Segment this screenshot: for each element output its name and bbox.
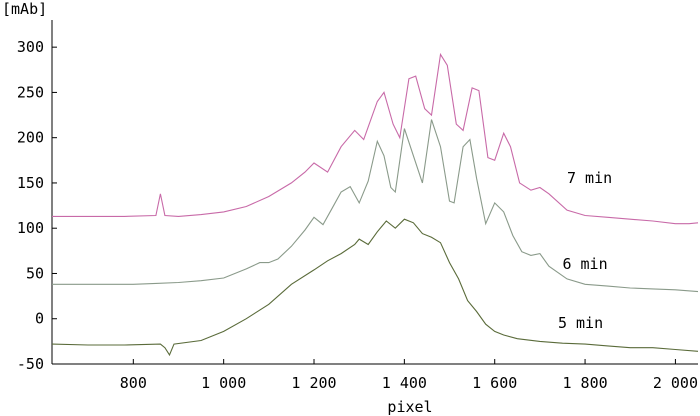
y-tick-label: 0 [35, 310, 44, 328]
series-line [51, 218, 699, 357]
y-tick-label: 100 [17, 219, 44, 237]
x-axis-label: pixel [387, 398, 432, 416]
x-tick-label: 1 200 [291, 374, 336, 392]
x-tick-label: 1 000 [201, 374, 246, 392]
x-tick-label: 800 [120, 374, 147, 392]
series-line [52, 119, 699, 293]
y-unit-label: [mAb] [2, 0, 47, 18]
x-tick-label: 1 400 [382, 374, 427, 392]
x-tick-label: 1 600 [472, 374, 517, 392]
y-tick-label: 250 [17, 83, 44, 101]
x-ticks: 800 1 000 1 200 1 400 1 600 1 800 2 000 [120, 359, 698, 392]
y-ticks: -50 0 50 100 150 200 250 300 [17, 38, 57, 373]
y-tick-label: 300 [17, 38, 44, 56]
series-label: 7 min [567, 169, 612, 187]
y-tick-label: -50 [17, 355, 44, 373]
y-tick-label: 200 [17, 129, 44, 147]
y-tick-label: 150 [17, 174, 44, 192]
series-label: 6 min [562, 255, 607, 273]
series-line [52, 52, 699, 225]
x-tick-label: 1 800 [562, 374, 607, 392]
axes [51, 20, 698, 365]
x-tick-label: 2 000 [653, 374, 698, 392]
series-label: 5 min [558, 314, 603, 332]
y-tick-label: 50 [26, 264, 44, 282]
series [51, 52, 699, 357]
series-labels: 5 min 6 min 7 min [558, 169, 612, 332]
